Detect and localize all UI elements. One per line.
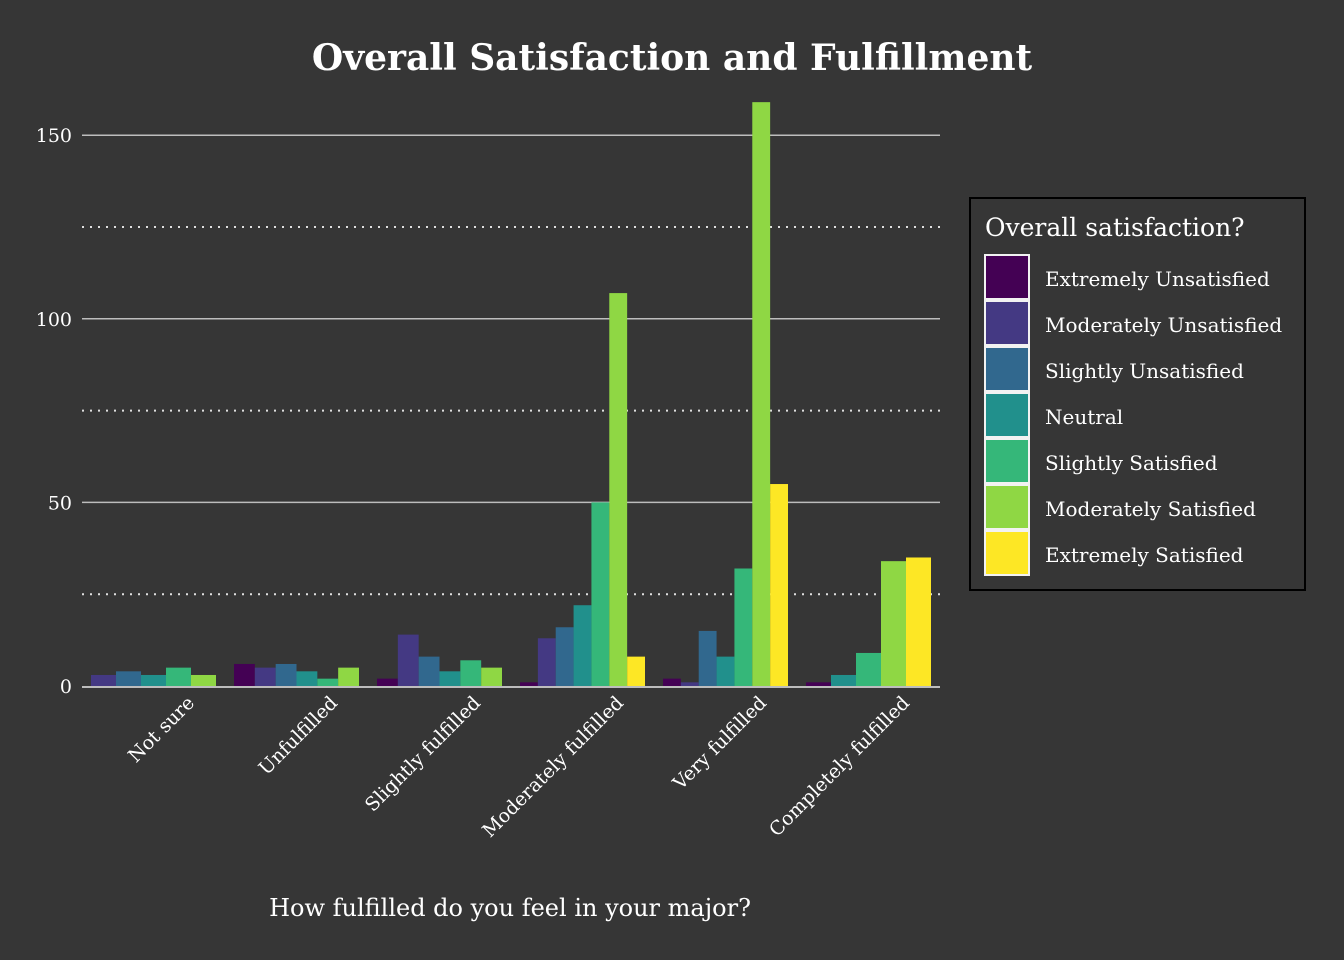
legend: Overall satisfaction? Extremely Unsatisf… [969, 197, 1306, 591]
bar [317, 678, 339, 686]
grid [82, 134, 940, 596]
legend-swatch [984, 300, 1030, 346]
y-tick-label: 50 [48, 492, 72, 514]
legend-swatch [984, 438, 1030, 484]
legend-swatch [984, 484, 1030, 530]
bar [116, 671, 141, 686]
bar [627, 656, 645, 686]
bar [520, 682, 538, 686]
bar [191, 674, 216, 686]
bar [573, 605, 592, 686]
legend-label: Moderately Satisfied [1045, 497, 1256, 521]
bar [806, 682, 831, 686]
bar [663, 678, 681, 686]
y-tick-label: 0 [60, 676, 72, 698]
bar [770, 484, 788, 686]
bar [591, 502, 610, 686]
legend-swatch [984, 346, 1030, 392]
bar [856, 652, 881, 686]
chart-title: Overall Satisfaction and Fulfillment [312, 37, 1033, 79]
bar [481, 667, 502, 686]
bar [881, 561, 906, 686]
bar [439, 671, 461, 686]
bar [906, 557, 931, 686]
bar [397, 634, 419, 686]
bar [831, 674, 856, 686]
bars [91, 102, 931, 687]
legend-swatch [984, 254, 1030, 300]
bar [275, 663, 297, 686]
bar [752, 102, 771, 687]
legend-label: Neutral [1045, 405, 1123, 429]
bar [537, 638, 556, 686]
bar [91, 674, 116, 686]
legend-label: Extremely Satisfied [1045, 543, 1244, 567]
bar [609, 293, 628, 686]
x-axis-label: How fulfilled do you feel in your major? [269, 894, 751, 922]
bar [166, 667, 191, 686]
bar [338, 667, 359, 686]
legend-label: Moderately Unsatisfied [1045, 313, 1282, 337]
bar [418, 656, 440, 686]
bar [716, 656, 735, 686]
legend-swatch [984, 530, 1030, 576]
legend-items: Extremely Unsatisfied Moderately Unsatisf… [984, 254, 1282, 576]
bar [698, 630, 717, 686]
y-tick-label: 150 [36, 125, 72, 147]
bar [460, 660, 482, 686]
legend-swatch [984, 392, 1030, 438]
y-tick-label: 100 [36, 309, 72, 331]
bar [254, 667, 276, 686]
bar [680, 682, 699, 686]
y-axis-ticks: 0 50 100 150 [36, 125, 72, 698]
bar [734, 568, 753, 686]
legend-label: Extremely Unsatisfied [1045, 267, 1270, 291]
legend-title: Overall satisfaction? [985, 213, 1245, 242]
bar [377, 678, 398, 686]
bar [141, 674, 166, 686]
bar [296, 671, 318, 686]
legend-label: Slightly Satisfied [1045, 451, 1218, 475]
bar [234, 663, 255, 686]
bar [555, 627, 574, 686]
legend-label: Slightly Unsatisfied [1045, 359, 1244, 383]
